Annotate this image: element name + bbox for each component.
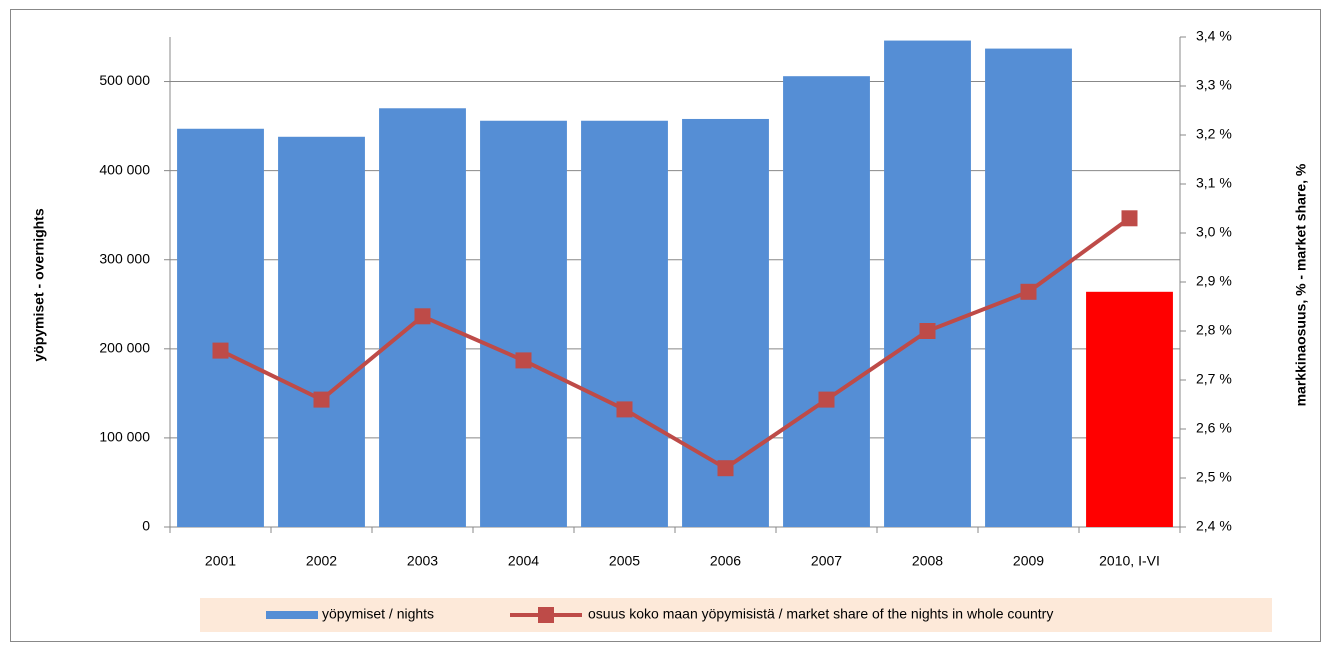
x-tick-label: 2009	[1013, 553, 1044, 569]
y-tick-label: 200 000	[99, 340, 150, 356]
x-tick-label: 2006	[710, 553, 741, 569]
marker	[1020, 283, 1037, 300]
line	[219, 216, 1131, 471]
marker	[1121, 210, 1138, 227]
marker	[313, 391, 330, 408]
bar	[682, 118, 769, 528]
y2-tick-label: 3,2 %	[1196, 126, 1232, 142]
y-tick-label: 0	[142, 518, 150, 534]
y2-tick-label: 3,4 %	[1196, 28, 1232, 44]
y2-tick-label: 2,7 %	[1196, 371, 1232, 387]
y2-tick-label: 2,4 %	[1196, 518, 1232, 534]
legend-label: osuus koko maan yöpymisistä / market sha…	[588, 606, 1053, 622]
legend-box	[200, 598, 1272, 632]
x-tick-label: 2007	[811, 553, 842, 569]
x-tick-label: 2003	[407, 553, 438, 569]
y2-tick-label: 3,3 %	[1196, 77, 1232, 93]
x-tick-label: 2001	[205, 553, 236, 569]
bar	[177, 128, 264, 527]
y2-tick-label: 3,0 %	[1196, 224, 1232, 240]
y2-tick-label: 3,1 %	[1196, 175, 1232, 191]
y-tick-label: 100 000	[99, 429, 150, 445]
x-tick-label: 2008	[912, 553, 943, 569]
x-tick-label: 2010, I-VI	[1099, 553, 1160, 569]
legend-marker	[538, 607, 554, 623]
bar	[581, 120, 668, 527]
marker	[616, 401, 633, 418]
legend-label: yöpymiset / nights	[322, 606, 434, 622]
marker	[515, 352, 532, 369]
y2-tick-label: 2,5 %	[1196, 469, 1232, 485]
marker	[717, 460, 734, 477]
bar	[783, 76, 870, 527]
legend-swatch	[266, 611, 318, 619]
bar	[884, 40, 971, 528]
x-tick-label: 2005	[609, 553, 640, 569]
marker	[818, 391, 835, 408]
y-axis-title: yöpymiset - overnights	[31, 208, 47, 361]
bar	[1086, 291, 1173, 527]
y2-axis-title: markkinaosuus, % - market share, %	[1293, 163, 1309, 406]
y-tick-label: 400 000	[99, 161, 150, 177]
bar	[480, 120, 567, 527]
y-tick-label: 300 000	[99, 250, 150, 266]
marker	[919, 323, 936, 339]
bar	[278, 136, 365, 528]
y2-tick-label: 2,6 %	[1196, 420, 1232, 436]
y2-tick-label: 2,8 %	[1196, 322, 1232, 338]
y-tick-label: 500 000	[99, 72, 150, 88]
marker	[212, 342, 229, 359]
marker	[414, 308, 431, 325]
x-tick-label: 2004	[508, 553, 539, 569]
x-tick-label: 2002	[306, 553, 337, 569]
y2-tick-label: 2,9 %	[1196, 273, 1232, 289]
